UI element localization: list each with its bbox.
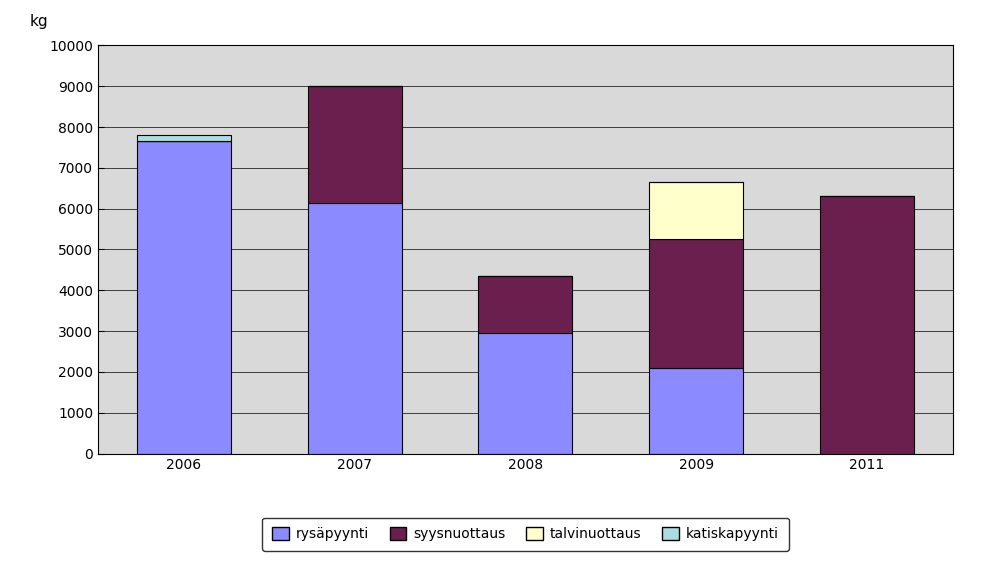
Bar xyxy=(307,202,402,454)
Bar xyxy=(478,333,573,454)
Bar xyxy=(649,368,743,454)
Bar xyxy=(137,141,231,454)
Bar xyxy=(820,196,913,454)
Text: kg: kg xyxy=(29,14,48,29)
Bar xyxy=(137,135,231,141)
Legend: rysäpyynti, syysnuottaus, talvinuottaus, katiskapyynti: rysäpyynti, syysnuottaus, talvinuottaus,… xyxy=(262,518,789,551)
Bar xyxy=(307,86,402,202)
Bar xyxy=(649,239,743,368)
Bar xyxy=(649,182,743,239)
Bar xyxy=(478,276,573,333)
